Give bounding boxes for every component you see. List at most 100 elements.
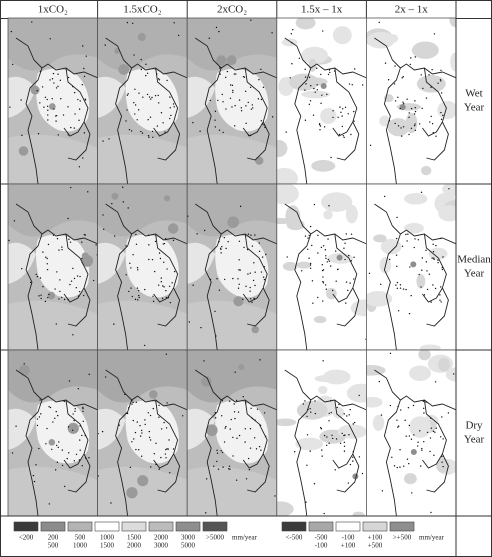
station-dot	[258, 98, 259, 99]
station-dot	[108, 138, 109, 139]
station-dot	[441, 92, 442, 93]
station-dot	[75, 408, 76, 409]
station-dot	[137, 421, 138, 422]
station-dot	[440, 112, 441, 113]
station-dot	[168, 439, 169, 440]
station-dot	[261, 99, 262, 100]
station-dot	[248, 135, 249, 136]
map-spot	[31, 86, 40, 95]
station-dot	[362, 473, 363, 474]
legend-label: >+500	[393, 534, 412, 542]
station-dot	[141, 430, 142, 431]
station-dot	[417, 445, 418, 446]
station-dot	[67, 218, 68, 219]
station-dot	[353, 451, 354, 452]
station-dot	[414, 123, 415, 124]
station-dot	[171, 282, 172, 283]
station-dot	[214, 311, 215, 312]
station-dot	[232, 85, 233, 86]
station-dot	[219, 290, 220, 291]
station-dot	[344, 442, 345, 443]
station-dot	[213, 466, 214, 467]
station-dot	[15, 426, 16, 427]
station-dot	[326, 289, 327, 290]
station-dot	[431, 427, 432, 428]
station-dot	[81, 242, 82, 243]
station-dot	[359, 395, 360, 396]
station-dot	[73, 420, 74, 421]
station-dot	[224, 441, 225, 442]
station-dot	[168, 297, 169, 298]
legend-unit: mm/year	[419, 534, 445, 542]
station-dot	[325, 284, 326, 285]
station-dot	[397, 406, 398, 407]
station-dot	[431, 69, 432, 70]
station-dot	[35, 464, 36, 465]
station-dot	[430, 437, 431, 438]
column-header: 2xCO₂	[217, 4, 247, 16]
station-dot	[261, 271, 262, 272]
station-dot	[70, 127, 71, 128]
station-dot	[174, 271, 175, 272]
station-dot	[95, 244, 96, 245]
station-dot	[148, 235, 149, 236]
station-dot	[419, 123, 420, 124]
station-dot	[291, 33, 292, 34]
station-dot	[164, 243, 165, 244]
station-dot	[423, 401, 424, 402]
station-dot	[321, 247, 322, 248]
station-dot	[427, 432, 428, 433]
map-patch	[421, 166, 431, 175]
station-dot	[245, 91, 246, 92]
station-dot	[127, 22, 128, 23]
station-dot	[54, 288, 55, 289]
station-dot	[341, 433, 342, 434]
station-dot	[48, 244, 49, 245]
station-dot	[409, 266, 410, 267]
station-dot	[332, 438, 333, 439]
map-patch	[274, 419, 296, 427]
station-dot	[252, 107, 253, 108]
map-patch	[438, 358, 450, 372]
legend-unit: mm/year	[232, 534, 258, 542]
station-dot	[155, 241, 156, 242]
station-dot	[60, 98, 61, 99]
station-dot	[141, 432, 142, 433]
station-dot	[310, 268, 311, 269]
station-dot	[58, 447, 59, 448]
station-dot	[441, 456, 442, 457]
station-dot	[407, 233, 408, 234]
station-dot	[324, 513, 325, 514]
station-dot	[238, 288, 239, 289]
station-dot	[291, 42, 292, 43]
station-dot	[58, 298, 59, 299]
map-spot	[227, 216, 239, 228]
station-dot	[130, 267, 131, 268]
station-dot	[440, 301, 441, 302]
station-dot	[394, 123, 395, 124]
station-dot	[245, 286, 246, 287]
map-spot	[251, 326, 258, 333]
station-dot	[166, 354, 167, 355]
map-panel	[269, 16, 367, 189]
row-label: Year	[464, 102, 485, 114]
station-dot	[321, 94, 322, 95]
station-dot	[250, 135, 251, 136]
station-dot	[157, 125, 158, 126]
station-dot	[235, 371, 236, 372]
station-dot	[165, 238, 166, 239]
station-dot	[253, 298, 254, 299]
station-dot	[245, 428, 246, 429]
station-dot	[432, 284, 433, 285]
station-dot	[128, 407, 129, 408]
legend-label: +100	[341, 542, 356, 550]
station-dot	[88, 457, 89, 458]
station-dot	[289, 77, 290, 78]
station-dot	[144, 424, 145, 425]
legend-swatch	[363, 522, 387, 531]
map-panel	[97, 350, 187, 516]
station-dot	[231, 106, 232, 107]
station-dot	[258, 79, 259, 80]
map-spot	[138, 33, 146, 41]
station-dot	[397, 282, 398, 283]
